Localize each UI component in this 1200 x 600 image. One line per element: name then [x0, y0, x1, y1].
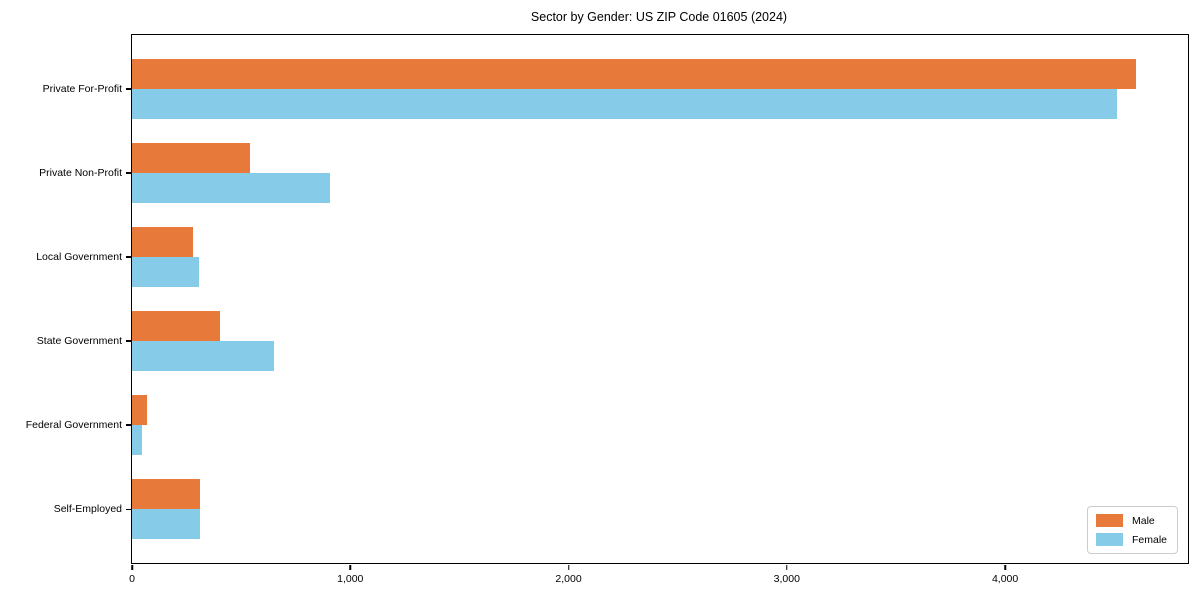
legend-swatch-female-icon: [1095, 533, 1123, 546]
legend-item-male: Male: [1095, 514, 1167, 527]
bar-male-private-for-profit: [132, 59, 1137, 89]
x-tick-mark: [786, 564, 788, 570]
y-tick-label-private-non-profit: Private Non-Profit: [39, 167, 122, 180]
bar-male-state-government: [132, 311, 221, 342]
y-tick-label-self-employed: Self-Employed: [53, 503, 122, 516]
x-tick-label-1000: 1,000: [337, 573, 364, 585]
x-tick-label-3000: 3,000: [773, 573, 800, 585]
legend-swatch-male-icon: [1095, 514, 1123, 527]
bar-male-local-government: [132, 227, 194, 258]
legend-item-female: Female: [1095, 533, 1167, 546]
bar-female-local-government: [132, 257, 199, 288]
legend: Male Female: [1086, 506, 1178, 554]
x-tick-mark: [131, 564, 133, 570]
bar-female-self-employed: [132, 509, 200, 540]
y-tick-mark: [126, 172, 131, 174]
y-tick-label-local-government: Local Government: [36, 251, 122, 264]
y-tick-label-private-for-profit: Private For-Profit: [42, 83, 122, 95]
bar-male-federal-government: [132, 395, 147, 426]
legend-label-female: Female: [1131, 533, 1167, 546]
y-tick-label-federal-government: Federal Government: [25, 419, 122, 432]
x-tick-label-0: 0: [129, 573, 135, 585]
x-tick-label-4000: 4,000: [991, 573, 1019, 585]
bar-female-private-for-profit: [132, 89, 1118, 119]
bar-female-private-non-profit: [132, 173, 330, 204]
legend-label-male: Male: [1131, 514, 1155, 527]
chart-title: Sector by Gender: US ZIP Code 01605 (202…: [530, 10, 788, 24]
y-tick-mark: [126, 88, 131, 90]
x-tick-mark: [1004, 564, 1006, 570]
plot-area: Male Female Private For-Profit Private No…: [26, 34, 1189, 585]
x-tick-label-2000: 2,000: [555, 573, 582, 585]
bar-male-self-employed: [132, 479, 200, 510]
y-tick-mark: [126, 508, 131, 511]
y-tick-mark: [126, 424, 131, 426]
y-tick-mark: [126, 256, 131, 258]
bar-male-private-non-profit: [132, 143, 250, 174]
bar-female-federal-government: [132, 425, 142, 456]
bar-female-state-government: [132, 341, 274, 372]
y-tick-label-state-government: State Government: [36, 335, 122, 348]
x-tick-mark: [349, 564, 352, 570]
x-tick-mark: [567, 564, 570, 570]
y-tick-mark: [126, 340, 131, 342]
